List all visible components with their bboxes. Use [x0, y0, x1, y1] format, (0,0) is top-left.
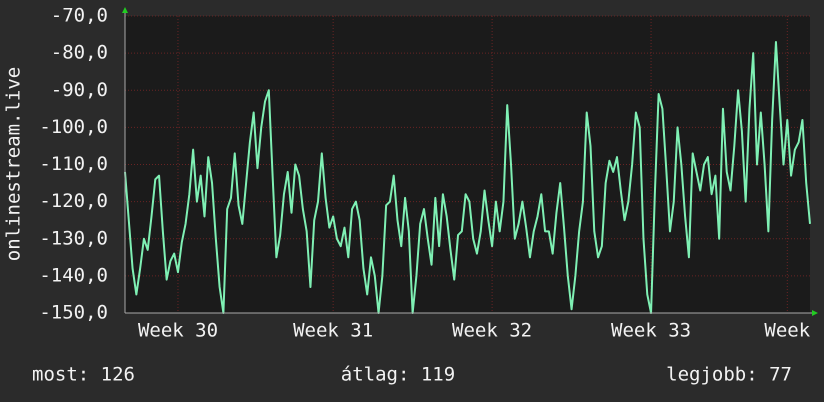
x-tick-label: Week 33 — [611, 320, 691, 342]
x-axis-arrow — [812, 310, 818, 316]
y-tick-label: -70,0 — [51, 5, 108, 27]
y-tick-label: -100,0 — [39, 116, 108, 138]
data-line — [124, 40, 811, 314]
x-tick-label: Week — [764, 320, 810, 342]
y-tick-label: -80,0 — [51, 42, 108, 64]
y-tick-label: -110,0 — [39, 153, 108, 175]
footer-current: most: 126 — [32, 364, 135, 386]
y-axis-title: onlinestream.live — [3, 67, 25, 261]
y-tick-label: -120,0 — [39, 190, 108, 212]
x-tick-label: Week 31 — [293, 320, 373, 342]
y-tick-label: -150,0 — [39, 302, 108, 324]
footer-best: legjobb: 77 — [666, 364, 792, 386]
y-tick-label: -130,0 — [39, 227, 108, 249]
y-tick-label: -90,0 — [51, 79, 108, 101]
marks — [124, 40, 811, 314]
footer-average: átlag: 119 — [341, 364, 455, 386]
y-tick-label: -140,0 — [39, 264, 108, 286]
x-tick-label: Week 32 — [452, 320, 532, 342]
y-axis-arrow — [122, 7, 128, 13]
x-tick-label: Week 30 — [138, 320, 218, 342]
